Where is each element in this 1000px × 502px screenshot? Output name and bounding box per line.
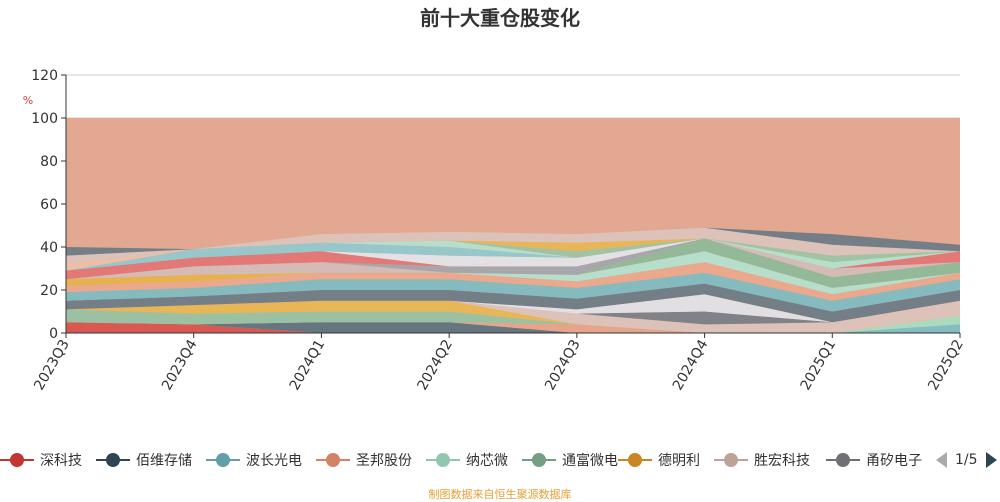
y-tick-label: 20 <box>40 283 58 299</box>
y-tick-label: 100 <box>31 111 58 127</box>
legend-prev-icon[interactable] <box>936 452 947 468</box>
area-圣邦股份[interactable] <box>66 322 960 333</box>
y-tick-label: 0 <box>49 326 58 342</box>
plot-area <box>66 118 960 333</box>
area-江丰电子[interactable] <box>66 283 960 323</box>
x-tick-label: 2024Q1 <box>287 337 329 393</box>
legend-marker-icon <box>206 453 240 467</box>
legend-label: 深科技 <box>40 453 82 469</box>
area-长川科技[interactable] <box>66 238 960 286</box>
area-拓荆科技[interactable] <box>66 251 960 295</box>
x-tick-label: 2023Q4 <box>159 337 201 393</box>
legend-label: 波长光电 <box>246 453 302 469</box>
legend-label: 圣邦股份 <box>356 453 412 469</box>
legend-marker-icon <box>826 453 860 467</box>
area-华海清科[interactable] <box>66 272 960 312</box>
legend-label: 胜宏科技 <box>754 453 810 469</box>
legend-label: 佰维存储 <box>136 453 192 469</box>
legend-page-indicator: 1/5 <box>955 452 978 468</box>
legend-marker-icon <box>618 453 652 467</box>
legend-marker-icon <box>714 453 748 467</box>
x-tick-label: 2024Q2 <box>414 337 456 393</box>
x-tick-label: 2024Q4 <box>670 337 712 393</box>
legend-label: 德明利 <box>658 453 700 469</box>
legend-item[interactable]: 通富微电 <box>522 448 618 472</box>
area-中微公司[interactable] <box>66 238 960 288</box>
area-北方华创[interactable] <box>66 262 960 301</box>
area-精测电子[interactable] <box>66 238 960 280</box>
legend-next-icon[interactable] <box>985 452 997 468</box>
legend-item[interactable]: 圣邦股份 <box>316 448 412 472</box>
area-工业富联[interactable] <box>66 227 960 265</box>
y-axis-label: % <box>23 94 33 107</box>
area-兆易创新[interactable] <box>66 238 960 280</box>
y-tick-label: 40 <box>40 240 58 256</box>
legend-item[interactable]: 波长光电 <box>206 448 302 472</box>
area-德明利[interactable] <box>66 300 960 333</box>
x-tick-label: 2025Q2 <box>925 337 967 393</box>
legend-item[interactable]: 德明利 <box>618 448 700 472</box>
legend-marker-icon <box>0 453 34 467</box>
area-金海通[interactable] <box>66 238 960 271</box>
area-寒武纪[interactable] <box>66 238 960 269</box>
legend-item[interactable]: 甬矽电子 <box>826 448 922 472</box>
legend-item[interactable]: 纳芯微 <box>426 448 508 472</box>
x-tick-label: 2023Q3 <box>31 337 73 393</box>
legend-label: 纳芯微 <box>466 453 508 469</box>
legend-marker-icon <box>96 453 130 467</box>
area-胜宏科技[interactable] <box>66 300 960 333</box>
y-tick-label: 120 <box>31 68 58 84</box>
x-tick-label: 2024Q3 <box>542 337 584 393</box>
legend-label: 通富微电 <box>562 453 618 469</box>
legend-item[interactable]: 深科技 <box>0 448 82 472</box>
area-佰维存储[interactable] <box>66 322 960 333</box>
x-tick-label: 2025Q1 <box>798 337 840 393</box>
source-note: 制图数据来自恒生聚源数据库 <box>428 488 572 501</box>
area-芯源微[interactable] <box>66 238 960 280</box>
y-tick-label: 60 <box>40 197 58 213</box>
legend-marker-icon <box>522 453 556 467</box>
y-tick-label: 80 <box>40 154 58 170</box>
legend-pager[interactable]: 1/5 <box>936 448 997 472</box>
chart-title: 前十大重仓股变化 <box>420 6 580 30</box>
legend-marker-icon <box>426 453 460 467</box>
area-艾森股份[interactable] <box>66 294 960 323</box>
area-通富微电[interactable] <box>66 309 960 333</box>
area-深科技[interactable] <box>66 322 960 333</box>
legend-item[interactable]: 佰维存储 <box>96 448 192 472</box>
legend-label: 甬矽电子 <box>866 453 922 469</box>
legend-marker-icon <box>316 453 350 467</box>
legend-item[interactable]: 胜宏科技 <box>714 448 810 472</box>
area-甬矽电子[interactable] <box>66 300 960 325</box>
legend: 深科技 佰维存储 波长光电 圣邦股份 纳芯微 通富微电 德明利 胜宏科技 甬矽电子 <box>0 448 1000 472</box>
area-海光信息[interactable] <box>66 238 960 265</box>
area-沪电股份[interactable] <box>66 238 960 265</box>
area-波长光电[interactable] <box>66 322 960 333</box>
stacked-area-chart: 0 20 40 60 80 100 120% 2023Q3 2023Q4 2024Q1 2024Q2… <box>23 68 967 393</box>
